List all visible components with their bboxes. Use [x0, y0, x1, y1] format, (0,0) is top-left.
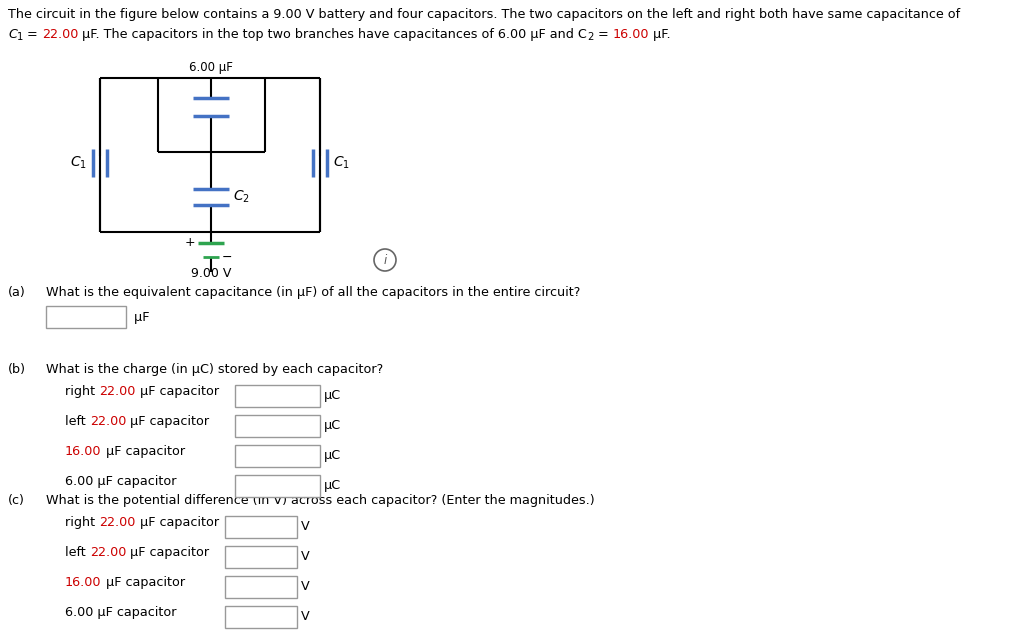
Text: 1: 1	[16, 32, 24, 42]
Text: 22.00: 22.00	[99, 516, 135, 529]
Text: $C_2$: $C_2$	[233, 189, 250, 205]
Text: 6.00 μF capacitor: 6.00 μF capacitor	[65, 475, 176, 488]
Text: μF capacitor: μF capacitor	[135, 385, 219, 398]
FancyBboxPatch shape	[225, 606, 297, 628]
FancyBboxPatch shape	[225, 546, 297, 568]
Text: right: right	[65, 385, 99, 398]
Text: 22.00: 22.00	[42, 28, 79, 41]
Text: i: i	[383, 253, 387, 267]
Text: 22.00: 22.00	[90, 546, 126, 559]
Text: right: right	[65, 516, 99, 529]
FancyBboxPatch shape	[225, 576, 297, 598]
Text: (b): (b)	[8, 363, 26, 376]
Text: What is the equivalent capacitance (in μF) of all the capacitors in the entire c: What is the equivalent capacitance (in μ…	[46, 286, 581, 299]
Text: μF. The capacitors in the top two branches have capacitances of 6.00 μF and C: μF. The capacitors in the top two branch…	[79, 28, 587, 41]
Text: 16.00: 16.00	[65, 445, 101, 458]
Text: μF capacitor: μF capacitor	[126, 546, 209, 559]
Text: left: left	[65, 415, 90, 428]
Text: V: V	[301, 551, 309, 563]
Text: 22.00: 22.00	[99, 385, 135, 398]
Text: The circuit in the figure below contains a 9.00 V battery and four capacitors. T: The circuit in the figure below contains…	[8, 8, 961, 21]
Text: V: V	[301, 521, 309, 533]
Text: =: =	[594, 28, 612, 41]
Text: C: C	[8, 28, 16, 41]
Text: 6.00 μF capacitor: 6.00 μF capacitor	[65, 606, 176, 619]
Text: μC: μC	[324, 390, 341, 403]
Text: μF capacitor: μF capacitor	[101, 445, 184, 458]
FancyBboxPatch shape	[46, 306, 126, 328]
Text: $C_1$: $C_1$	[70, 155, 87, 171]
Text: μF: μF	[130, 311, 150, 323]
Text: (c): (c)	[8, 494, 25, 507]
Text: μC: μC	[324, 450, 341, 463]
Text: μC: μC	[324, 420, 341, 433]
Text: μF capacitor: μF capacitor	[126, 415, 209, 428]
FancyBboxPatch shape	[234, 415, 319, 437]
Text: μF.: μF.	[649, 28, 671, 41]
Text: −: −	[222, 251, 232, 263]
Text: =: =	[24, 28, 42, 41]
Text: 2: 2	[587, 32, 594, 42]
Text: μC: μC	[324, 480, 341, 493]
FancyBboxPatch shape	[234, 475, 319, 497]
Text: 16.00: 16.00	[65, 576, 101, 589]
Text: 22.00: 22.00	[90, 415, 126, 428]
FancyBboxPatch shape	[225, 516, 297, 538]
Text: What is the potential difference (in V) across each capacitor? (Enter the magnit: What is the potential difference (in V) …	[46, 494, 595, 507]
Text: 16.00: 16.00	[612, 28, 649, 41]
Text: V: V	[301, 581, 309, 593]
Text: $C_1$: $C_1$	[333, 155, 350, 171]
Text: left: left	[65, 546, 90, 559]
Text: What is the charge (in μC) stored by each capacitor?: What is the charge (in μC) stored by eac…	[46, 363, 383, 376]
Text: μF capacitor: μF capacitor	[101, 576, 184, 589]
FancyBboxPatch shape	[234, 385, 319, 407]
Text: 9.00 V: 9.00 V	[190, 267, 231, 280]
FancyBboxPatch shape	[234, 445, 319, 467]
Text: +: +	[184, 237, 195, 249]
Text: 6.00 μF: 6.00 μF	[189, 61, 232, 74]
Text: V: V	[301, 611, 309, 623]
Text: μF capacitor: μF capacitor	[135, 516, 219, 529]
Text: (a): (a)	[8, 286, 26, 299]
